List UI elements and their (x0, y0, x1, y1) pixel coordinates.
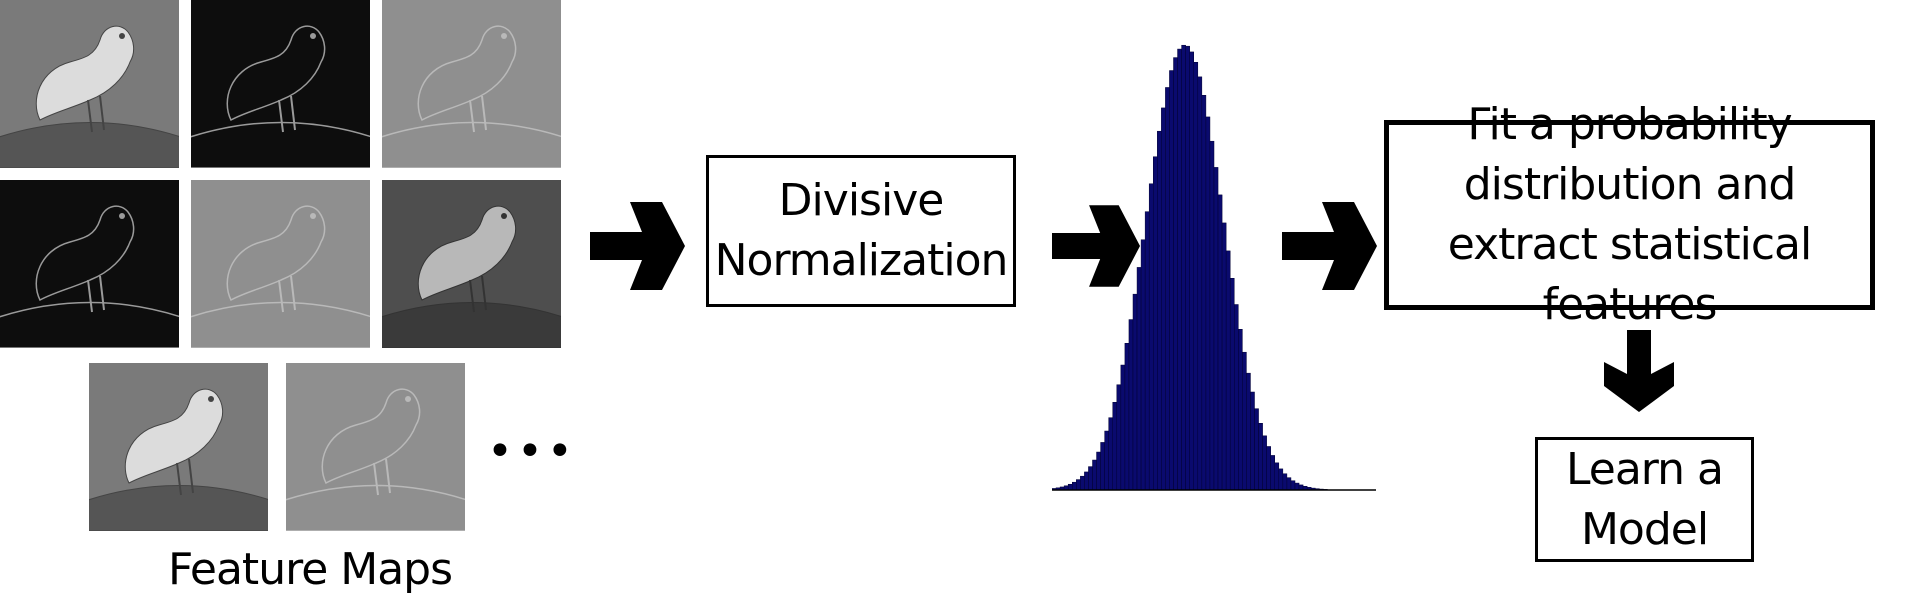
normalization-line-1: Divisive (778, 175, 945, 226)
histogram-bar (1229, 278, 1235, 491)
histogram-bar (1144, 211, 1150, 491)
histogram-bar (1201, 95, 1207, 491)
histogram-bar (1124, 343, 1130, 491)
histogram-bar (1100, 442, 1105, 491)
histogram-bar (1250, 391, 1255, 491)
histogram-bar (1254, 408, 1259, 491)
right-arrow-icon (1282, 202, 1377, 290)
histogram-bar (1185, 45, 1190, 491)
histogram-bar (1173, 57, 1178, 491)
histogram-bar (1193, 62, 1199, 491)
histogram-bar (1294, 482, 1300, 491)
histogram-bar (1116, 384, 1122, 491)
right-arrow-icon (1052, 205, 1140, 287)
histogram-bar (1136, 267, 1142, 491)
histogram-bar (1209, 140, 1215, 491)
fit-line-3: extract statistical features (1447, 219, 1812, 330)
histogram-bar (1153, 156, 1158, 491)
histogram-bar (1084, 471, 1089, 491)
histogram-bar (1104, 430, 1109, 491)
histogram-bar (1221, 222, 1227, 491)
histogram-bar (1181, 44, 1186, 491)
histogram-bar (1258, 423, 1263, 491)
right-arrow-icon (590, 202, 685, 290)
fit-line-1: Fit a probability (1467, 99, 1792, 150)
feature-map-gray-edges-1 (382, 0, 561, 168)
learn-model-box: Learn a Model (1535, 437, 1754, 562)
histogram-bar (1246, 372, 1251, 491)
feature-map-edges-dark-1 (191, 0, 370, 168)
histogram-bar (1161, 107, 1166, 491)
histogram-bar (1274, 462, 1280, 491)
fit-distribution-box: Fit a probability distribution and extra… (1384, 99, 1875, 330)
feature-map-grayscale-3 (89, 363, 268, 531)
feature-map-gray-edges-2 (191, 180, 370, 348)
histogram-bar (1242, 351, 1247, 491)
normalized-coefficients-histogram (1052, 44, 1376, 491)
histogram-bar (1270, 455, 1275, 491)
histogram-bar (1096, 451, 1101, 491)
feature-maps-label: Feature Maps (168, 544, 453, 595)
histogram-bar (1165, 87, 1170, 491)
feature-map-grayscale-1 (0, 0, 179, 168)
histogram-bar (1266, 446, 1271, 491)
histogram-bar (1197, 76, 1203, 491)
down-arrow-icon (1604, 330, 1674, 412)
histogram-bar (1072, 481, 1077, 491)
histogram-bar (1262, 435, 1267, 491)
histogram-bar (1132, 293, 1138, 491)
histogram-bar (1076, 479, 1081, 491)
feature-map-grayscale-2 (382, 180, 561, 348)
histogram-bar (1205, 116, 1211, 491)
ellipsis: ••• (487, 426, 577, 477)
feature-map-edges-dark-2 (0, 180, 179, 348)
normalization-line-2: Normalization (714, 235, 1009, 286)
histogram-bar (1088, 466, 1093, 491)
histogram-bar (1278, 468, 1284, 491)
histogram-bar (1217, 194, 1223, 491)
histogram-bar (1080, 475, 1085, 491)
histogram-bar (1140, 239, 1146, 491)
histogram-bar (1120, 364, 1126, 491)
histogram-bar (1225, 250, 1231, 491)
histogram-bar (1189, 51, 1194, 491)
histogram-bar (1148, 183, 1154, 491)
fit-line-2: distribution and (1463, 159, 1797, 210)
histogram-bar (1177, 48, 1182, 491)
histogram-bar (1108, 417, 1114, 491)
model-line-2: Model (1580, 503, 1709, 555)
histogram-bar (1157, 130, 1162, 491)
histogram-bar (1286, 477, 1292, 491)
histogram-bar (1213, 167, 1219, 491)
histogram-bar (1128, 319, 1134, 491)
feature-map-gray-edges-3 (286, 363, 465, 531)
histogram-bar (1234, 304, 1239, 491)
histogram-bar (1112, 402, 1118, 491)
histogram-bar (1238, 329, 1243, 491)
model-line-1: Learn a (1566, 443, 1724, 495)
histogram-bar (1298, 484, 1304, 491)
histogram-bar (1092, 459, 1097, 491)
histogram-bar (1169, 70, 1174, 491)
histogram-bar (1290, 480, 1296, 491)
divisive-normalization-box: Divisive Normalization (706, 155, 1016, 307)
histogram-bar (1282, 473, 1288, 491)
histogram-bar (1067, 483, 1073, 491)
